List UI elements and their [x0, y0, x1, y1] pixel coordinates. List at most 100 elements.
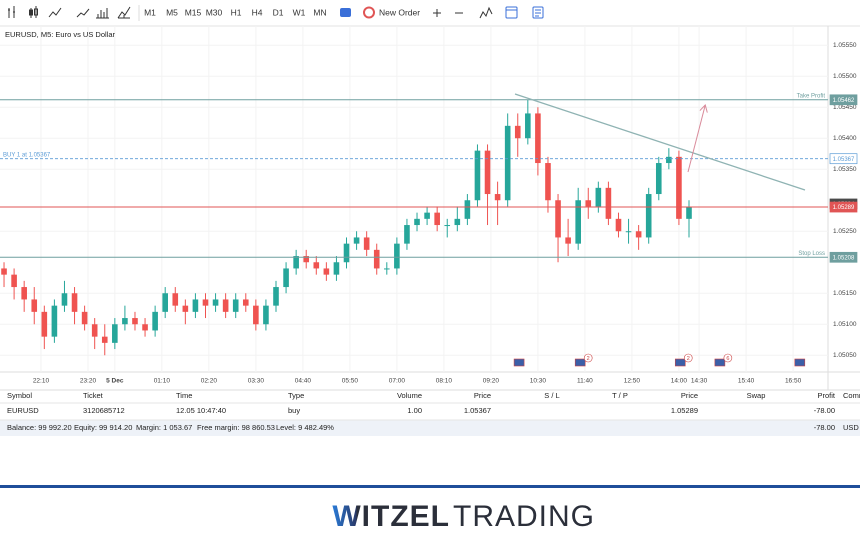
- timeframe-button[interactable]: M5: [166, 7, 178, 17]
- summary-row-bg: [0, 420, 860, 436]
- trend-line[interactable]: [514, 93, 806, 191]
- candle-body: [404, 225, 410, 244]
- event-flag[interactable]: [714, 358, 726, 367]
- candle-body: [232, 299, 239, 312]
- candle-body: [81, 311, 88, 325]
- positions-table: Symbol Ticket Time Type Volume Price S / L T / …: [0, 391, 860, 436]
- x-tick-label: 14:00: [671, 378, 688, 385]
- screenshot-icon[interactable]: [340, 8, 351, 17]
- event-count: 6: [726, 356, 729, 362]
- news-icon[interactable]: [532, 6, 544, 19]
- candle-body: [162, 293, 168, 312]
- timeframe-button[interactable]: H1: [231, 7, 242, 17]
- candle-body: [253, 305, 259, 325]
- table-cell: 1.05289: [671, 406, 698, 415]
- x-tick-label: 14:30: [691, 378, 708, 385]
- candle-body: [101, 336, 108, 343]
- column-header: Price: [474, 391, 491, 400]
- price-tag-label: 1.05208: [833, 255, 855, 261]
- column-header: Price: [681, 391, 698, 400]
- calendar-icon[interactable]: [505, 6, 518, 19]
- candle-body: [1, 268, 7, 275]
- candle-body: [222, 299, 229, 312]
- timeframe-button[interactable]: MN: [313, 7, 326, 17]
- event-flag[interactable]: [574, 358, 586, 367]
- candle-body: [666, 156, 672, 164]
- candle-body: [91, 324, 98, 337]
- event-flag[interactable]: [513, 358, 525, 367]
- toolbar: New Order M1 M5 M15 M30 H1 H4 D1 W1 MN: [0, 5, 860, 27]
- x-tick-label: 16:50: [785, 378, 802, 385]
- candle-body: [424, 212, 430, 219]
- candle-body: [303, 256, 310, 263]
- new-order-icon[interactable]: [363, 6, 375, 19]
- timeframe-button[interactable]: M1: [144, 7, 156, 17]
- table-cell: 3120685712: [83, 406, 125, 415]
- price-tag-label: 1.05462: [833, 98, 855, 104]
- candle-body: [575, 200, 581, 244]
- candle-body: [525, 113, 531, 139]
- candle-body: [414, 218, 420, 226]
- area-icon[interactable]: [76, 8, 90, 18]
- news-icon-lines: [535, 9, 541, 17]
- event-count: 2: [687, 356, 690, 362]
- x-tick-label: 01:10: [154, 378, 171, 385]
- indicators-icon[interactable]: [96, 8, 109, 19]
- column-header: Time: [176, 391, 192, 400]
- candle-body: [504, 125, 511, 201]
- candle-body: [212, 299, 219, 306]
- timeframe-button[interactable]: M30: [206, 7, 223, 17]
- candle-body: [363, 237, 370, 250]
- x-tick-label: 12:50: [624, 378, 641, 385]
- candle-body: [384, 268, 390, 270]
- event-flag[interactable]: [674, 358, 686, 367]
- candle-body: [454, 218, 461, 226]
- grid: [0, 26, 828, 372]
- price-tag: [829, 94, 858, 106]
- candle-body: [112, 324, 118, 343]
- event-flag[interactable]: [794, 358, 806, 367]
- y-tick-label: 1.05550: [833, 42, 857, 49]
- column-header: Comm: [843, 391, 860, 400]
- timeframe-button[interactable]: W1: [293, 7, 306, 17]
- event-badge: [583, 353, 593, 363]
- drawing-icon[interactable]: [479, 6, 493, 19]
- timeframe-button[interactable]: M15: [185, 7, 202, 17]
- templates-icon[interactable]: [117, 6, 131, 19]
- timeframe-button[interactable]: H4: [252, 7, 263, 17]
- candle-body: [444, 225, 451, 227]
- candle-body: [645, 194, 652, 238]
- candle-icon-body: [29, 9, 33, 16]
- price-line-label: Take Profit: [797, 93, 826, 99]
- x-tick-label: 02:20: [201, 378, 218, 385]
- toolbar-icons: [8, 6, 544, 19]
- table-cell[interactable]: EURUSD: [7, 406, 39, 415]
- bars-icon[interactable]: [8, 6, 15, 18]
- candle-body: [635, 231, 642, 238]
- candle-body: [625, 231, 632, 233]
- new-order-button[interactable]: New Order: [379, 7, 420, 17]
- candle-body: [202, 299, 209, 306]
- line-icon[interactable]: [48, 7, 62, 18]
- price-line-label: BUY 1 at 1.05367: [3, 152, 51, 158]
- timeframe-button[interactable]: D1: [273, 7, 284, 17]
- arrow-drawing[interactable]: [687, 106, 705, 173]
- price-tag: [829, 153, 858, 165]
- candle-body: [394, 243, 400, 269]
- column-header: Profit: [817, 391, 835, 400]
- candle-body: [71, 293, 78, 312]
- candle-body: [494, 194, 501, 201]
- candle-body: [51, 305, 58, 337]
- candle-body: [615, 218, 622, 232]
- candle-body: [263, 305, 269, 325]
- candle-body: [293, 256, 299, 269]
- zoom-in[interactable]: [433, 9, 441, 17]
- candle-body: [142, 324, 148, 331]
- candle-body: [373, 249, 380, 269]
- candle-body: [61, 293, 68, 306]
- candle-body: [283, 268, 289, 288]
- candle-body: [21, 287, 27, 300]
- x-tick-label: 07:00: [389, 378, 406, 385]
- candle-body: [565, 237, 571, 244]
